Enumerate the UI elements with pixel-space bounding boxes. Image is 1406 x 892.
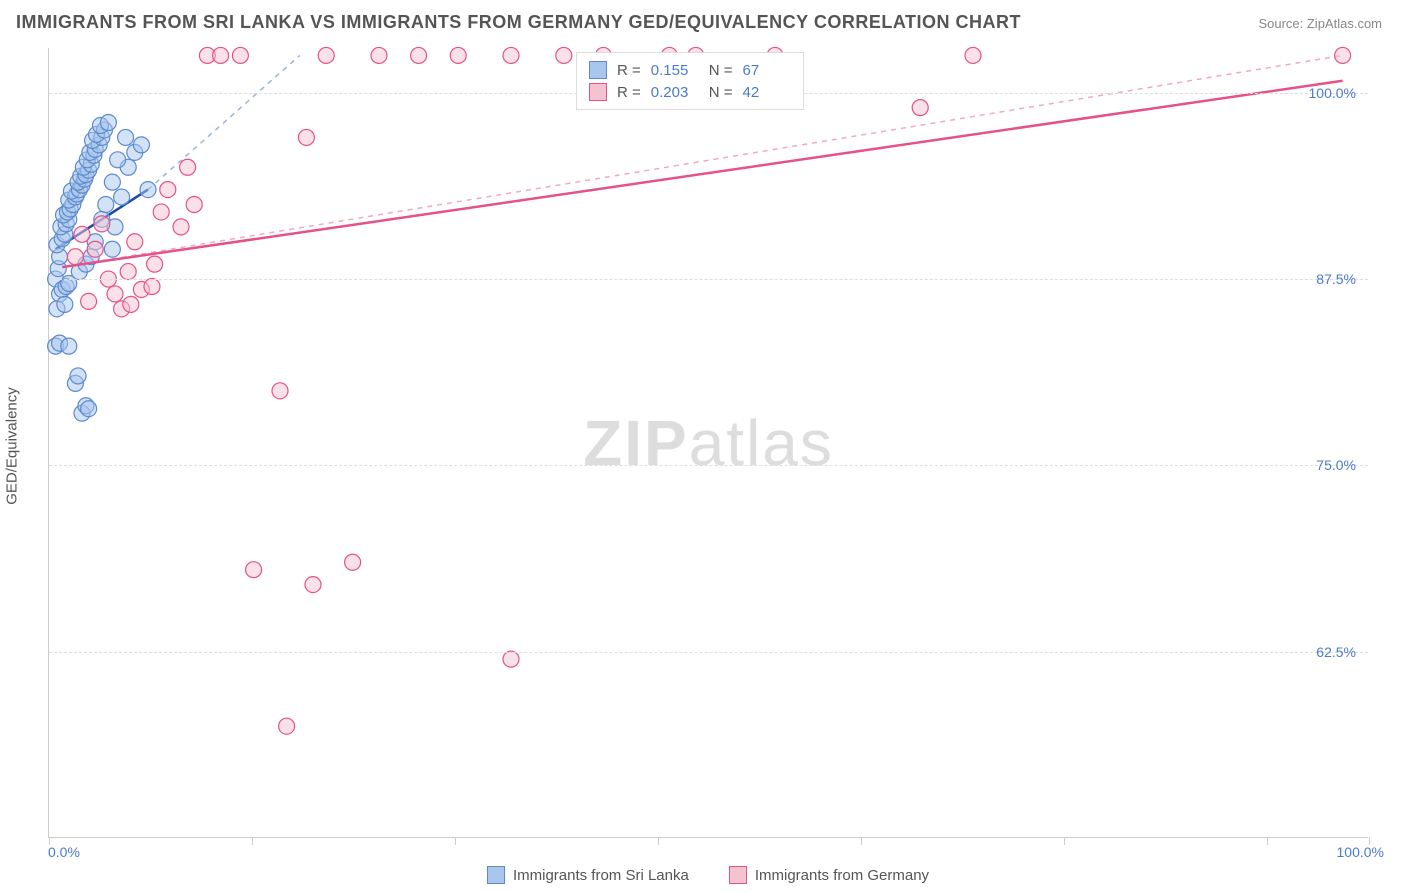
data-point: [305, 577, 321, 593]
data-point: [213, 47, 229, 63]
x-tick: [1064, 837, 1065, 845]
legend-item-srilanka: Immigrants from Sri Lanka: [487, 866, 689, 884]
y-tick-label: 100.0%: [1309, 85, 1356, 101]
data-point: [450, 47, 466, 63]
legend-label-srilanka: Immigrants from Sri Lanka: [513, 867, 689, 884]
stat-r-label: R =: [617, 62, 641, 79]
data-point: [147, 256, 163, 272]
data-point: [246, 562, 262, 578]
plot-svg: [49, 48, 1368, 837]
data-point: [371, 47, 387, 63]
stats-box: R = 0.155 N = 67 R = 0.203 N = 42: [576, 52, 804, 110]
data-point: [272, 383, 288, 399]
y-tick-label: 62.5%: [1316, 644, 1356, 660]
x-tick: [861, 837, 862, 845]
y-axis-label: GED/Equivalency: [4, 387, 21, 505]
data-point: [67, 249, 83, 265]
data-point: [104, 241, 120, 257]
stats-row-srilanka: R = 0.155 N = 67: [589, 59, 791, 81]
data-point: [100, 115, 116, 131]
stat-n-label-2: N =: [709, 84, 733, 101]
data-point: [503, 651, 519, 667]
x-tick: [252, 837, 253, 845]
data-point: [1335, 47, 1351, 63]
x-tick: [658, 837, 659, 845]
data-point: [140, 182, 156, 198]
data-point: [556, 47, 572, 63]
data-point: [74, 226, 90, 242]
data-point: [57, 296, 73, 312]
data-point: [345, 554, 361, 570]
source-attribution: Source: ZipAtlas.com: [1258, 16, 1382, 31]
data-point: [153, 204, 169, 220]
legend-swatch-srilanka: [487, 866, 505, 884]
stat-r-germany: 0.203: [651, 84, 699, 101]
data-point: [70, 368, 86, 384]
data-point: [160, 182, 176, 198]
data-point: [81, 401, 97, 417]
chart-title: IMMIGRANTS FROM SRI LANKA VS IMMIGRANTS …: [16, 12, 1021, 33]
bottom-legend: Immigrants from Sri Lanka Immigrants fro…: [48, 866, 1368, 884]
x-tick: [1267, 837, 1268, 845]
data-point: [180, 159, 196, 175]
swatch-germany: [589, 83, 607, 101]
x-tick-label: 100.0%: [1337, 844, 1384, 860]
data-point: [912, 100, 928, 116]
data-point: [133, 137, 149, 153]
trend-line-dashed: [148, 55, 300, 189]
grid-line: [49, 279, 1368, 280]
data-point: [411, 47, 427, 63]
data-point: [87, 241, 103, 257]
data-point: [232, 47, 248, 63]
stat-n-srilanka: 67: [743, 62, 791, 79]
data-point: [120, 264, 136, 280]
data-point: [144, 278, 160, 294]
legend-swatch-germany: [729, 866, 747, 884]
data-point: [279, 718, 295, 734]
data-point: [81, 293, 97, 309]
data-point: [114, 189, 130, 205]
stat-r-label-2: R =: [617, 84, 641, 101]
data-point: [118, 129, 134, 145]
data-point: [318, 47, 334, 63]
data-point: [110, 152, 126, 168]
data-point: [94, 216, 110, 232]
grid-line: [49, 465, 1368, 466]
data-point: [104, 174, 120, 190]
data-point: [123, 296, 139, 312]
grid-line: [49, 652, 1368, 653]
plot-area: ZIPatlas 62.5%75.0%87.5%100.0%: [48, 48, 1368, 838]
data-point: [61, 338, 77, 354]
stat-n-label: N =: [709, 62, 733, 79]
data-point: [107, 286, 123, 302]
data-point: [503, 47, 519, 63]
data-point: [186, 197, 202, 213]
y-tick-label: 75.0%: [1316, 457, 1356, 473]
data-point: [965, 47, 981, 63]
stat-n-germany: 42: [743, 84, 791, 101]
data-point: [98, 197, 114, 213]
stats-row-germany: R = 0.203 N = 42: [589, 81, 791, 103]
data-point: [298, 129, 314, 145]
y-tick-label: 87.5%: [1316, 271, 1356, 287]
legend-label-germany: Immigrants from Germany: [755, 867, 929, 884]
data-point: [173, 219, 189, 235]
data-point: [127, 234, 143, 250]
swatch-srilanka: [589, 61, 607, 79]
chart-container: IMMIGRANTS FROM SRI LANKA VS IMMIGRANTS …: [0, 0, 1406, 892]
x-tick-label: 0.0%: [48, 844, 80, 860]
stat-r-srilanka: 0.155: [651, 62, 699, 79]
legend-item-germany: Immigrants from Germany: [729, 866, 929, 884]
x-tick: [455, 837, 456, 845]
